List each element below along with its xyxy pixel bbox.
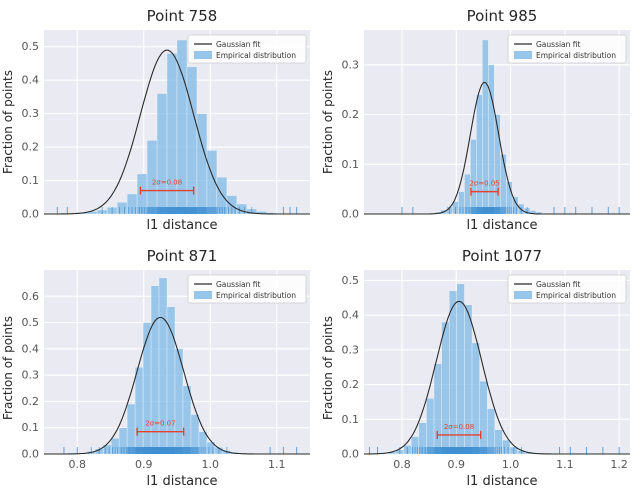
svg-text:Gaussian fit: Gaussian fit <box>216 280 261 289</box>
svg-text:0.1: 0.1 <box>342 158 360 171</box>
svg-text:Empirical distribution: Empirical distribution <box>536 51 616 60</box>
svg-text:0.0: 0.0 <box>22 448 40 461</box>
svg-text:2σ=0.07: 2σ=0.07 <box>145 420 175 428</box>
svg-text:0.1: 0.1 <box>22 174 40 187</box>
subplot-point-985: Point 985 Fraction of points 0.0 0.1 0.2 0.… <box>320 6 640 234</box>
y-axis-label: Fraction of points <box>1 70 15 174</box>
svg-text:1.0: 1.0 <box>502 458 520 471</box>
svg-text:0.5: 0.5 <box>22 40 40 53</box>
svg-text:0.3: 0.3 <box>342 58 360 71</box>
plot-area-point-1077: 0.0 0.1 0.2 0.3 0.4 0.5 0.8 0.9 1.0 1.1 1.2 2σ=0.08… <box>342 270 630 471</box>
plot-area-point-985: 0.0 0.1 0.2 0.3 2σ=0.05 Gaussian fit Empirical… <box>342 30 630 219</box>
subplot-point-1077: Point 1077 Fraction of points 0.0 0.1 0.2 0… <box>320 246 640 489</box>
svg-text:Empirical distribution: Empirical distribution <box>216 51 296 60</box>
svg-text:0.2: 0.2 <box>22 395 40 408</box>
svg-text:1.2: 1.2 <box>610 458 628 471</box>
y-axis-label: Fraction of points <box>1 316 15 420</box>
svg-text:0.2: 0.2 <box>342 108 360 121</box>
svg-text:0.9: 0.9 <box>135 458 153 471</box>
svg-text:Gaussian fit: Gaussian fit <box>536 40 581 49</box>
x-axis-label: l1 distance <box>146 218 218 233</box>
plot-area-point-871: 0.0 0.1 0.2 0.3 0.4 0.5 0.6 0.8 0.9 1.0 1.1 2σ=0.07… <box>22 270 310 471</box>
svg-text:0.2: 0.2 <box>342 378 360 391</box>
svg-text:0.0: 0.0 <box>342 208 360 219</box>
svg-text:2σ=0.08: 2σ=0.08 <box>444 423 474 431</box>
svg-text:Empirical distribution: Empirical distribution <box>216 291 296 300</box>
subplot-title: Point 1077 <box>461 247 543 265</box>
svg-text:0.5: 0.5 <box>342 274 360 287</box>
svg-text:0.4: 0.4 <box>22 342 40 355</box>
svg-text:0.3: 0.3 <box>22 107 40 120</box>
svg-text:1.0: 1.0 <box>202 458 220 471</box>
svg-text:0.6: 0.6 <box>22 290 40 303</box>
subplot-title: Point 871 <box>146 247 218 265</box>
svg-text:0.3: 0.3 <box>342 343 360 356</box>
y-axis-label: Fraction of points <box>321 316 335 420</box>
svg-text:0.4: 0.4 <box>22 74 40 87</box>
svg-text:0.1: 0.1 <box>342 413 360 426</box>
svg-text:Gaussian fit: Gaussian fit <box>216 40 261 49</box>
svg-text:2σ=0.05: 2σ=0.05 <box>469 180 499 188</box>
svg-text:2σ=0.08: 2σ=0.08 <box>152 179 182 187</box>
subplot-title: Point 758 <box>146 7 218 25</box>
svg-text:0.8: 0.8 <box>393 458 411 471</box>
svg-text:1.1: 1.1 <box>268 458 286 471</box>
subplot-point-758: Point 758 Fraction of points 0.0 0.1 0.2 0.… <box>0 6 320 234</box>
x-axis-label: l1 distance <box>466 218 538 233</box>
svg-text:0.5: 0.5 <box>22 316 40 329</box>
x-axis-label: l1 distance <box>466 474 538 489</box>
svg-text:0.1: 0.1 <box>22 421 40 434</box>
svg-text:0.2: 0.2 <box>22 141 40 154</box>
svg-text:0.3: 0.3 <box>22 369 40 382</box>
svg-text:0.0: 0.0 <box>342 448 360 461</box>
x-axis-label: l1 distance <box>146 474 218 489</box>
svg-text:Empirical distribution: Empirical distribution <box>536 291 616 300</box>
svg-text:0.9: 0.9 <box>448 458 466 471</box>
plot-area-point-758: 0.0 0.1 0.2 0.3 0.4 0.5 2σ=0.08 Gaussian fit Emp… <box>22 30 310 219</box>
svg-text:Gaussian fit: Gaussian fit <box>536 280 581 289</box>
subplot-point-871: Point 871 Fraction of points 0.0 0.1 0.2 0.… <box>0 246 320 489</box>
subplot-title: Point 985 <box>466 7 538 25</box>
svg-text:0.8: 0.8 <box>69 458 87 471</box>
svg-text:0.0: 0.0 <box>22 208 40 219</box>
y-axis-label: Fraction of points <box>321 70 335 174</box>
svg-text:0.4: 0.4 <box>342 309 360 322</box>
svg-text:1.1: 1.1 <box>556 458 574 471</box>
